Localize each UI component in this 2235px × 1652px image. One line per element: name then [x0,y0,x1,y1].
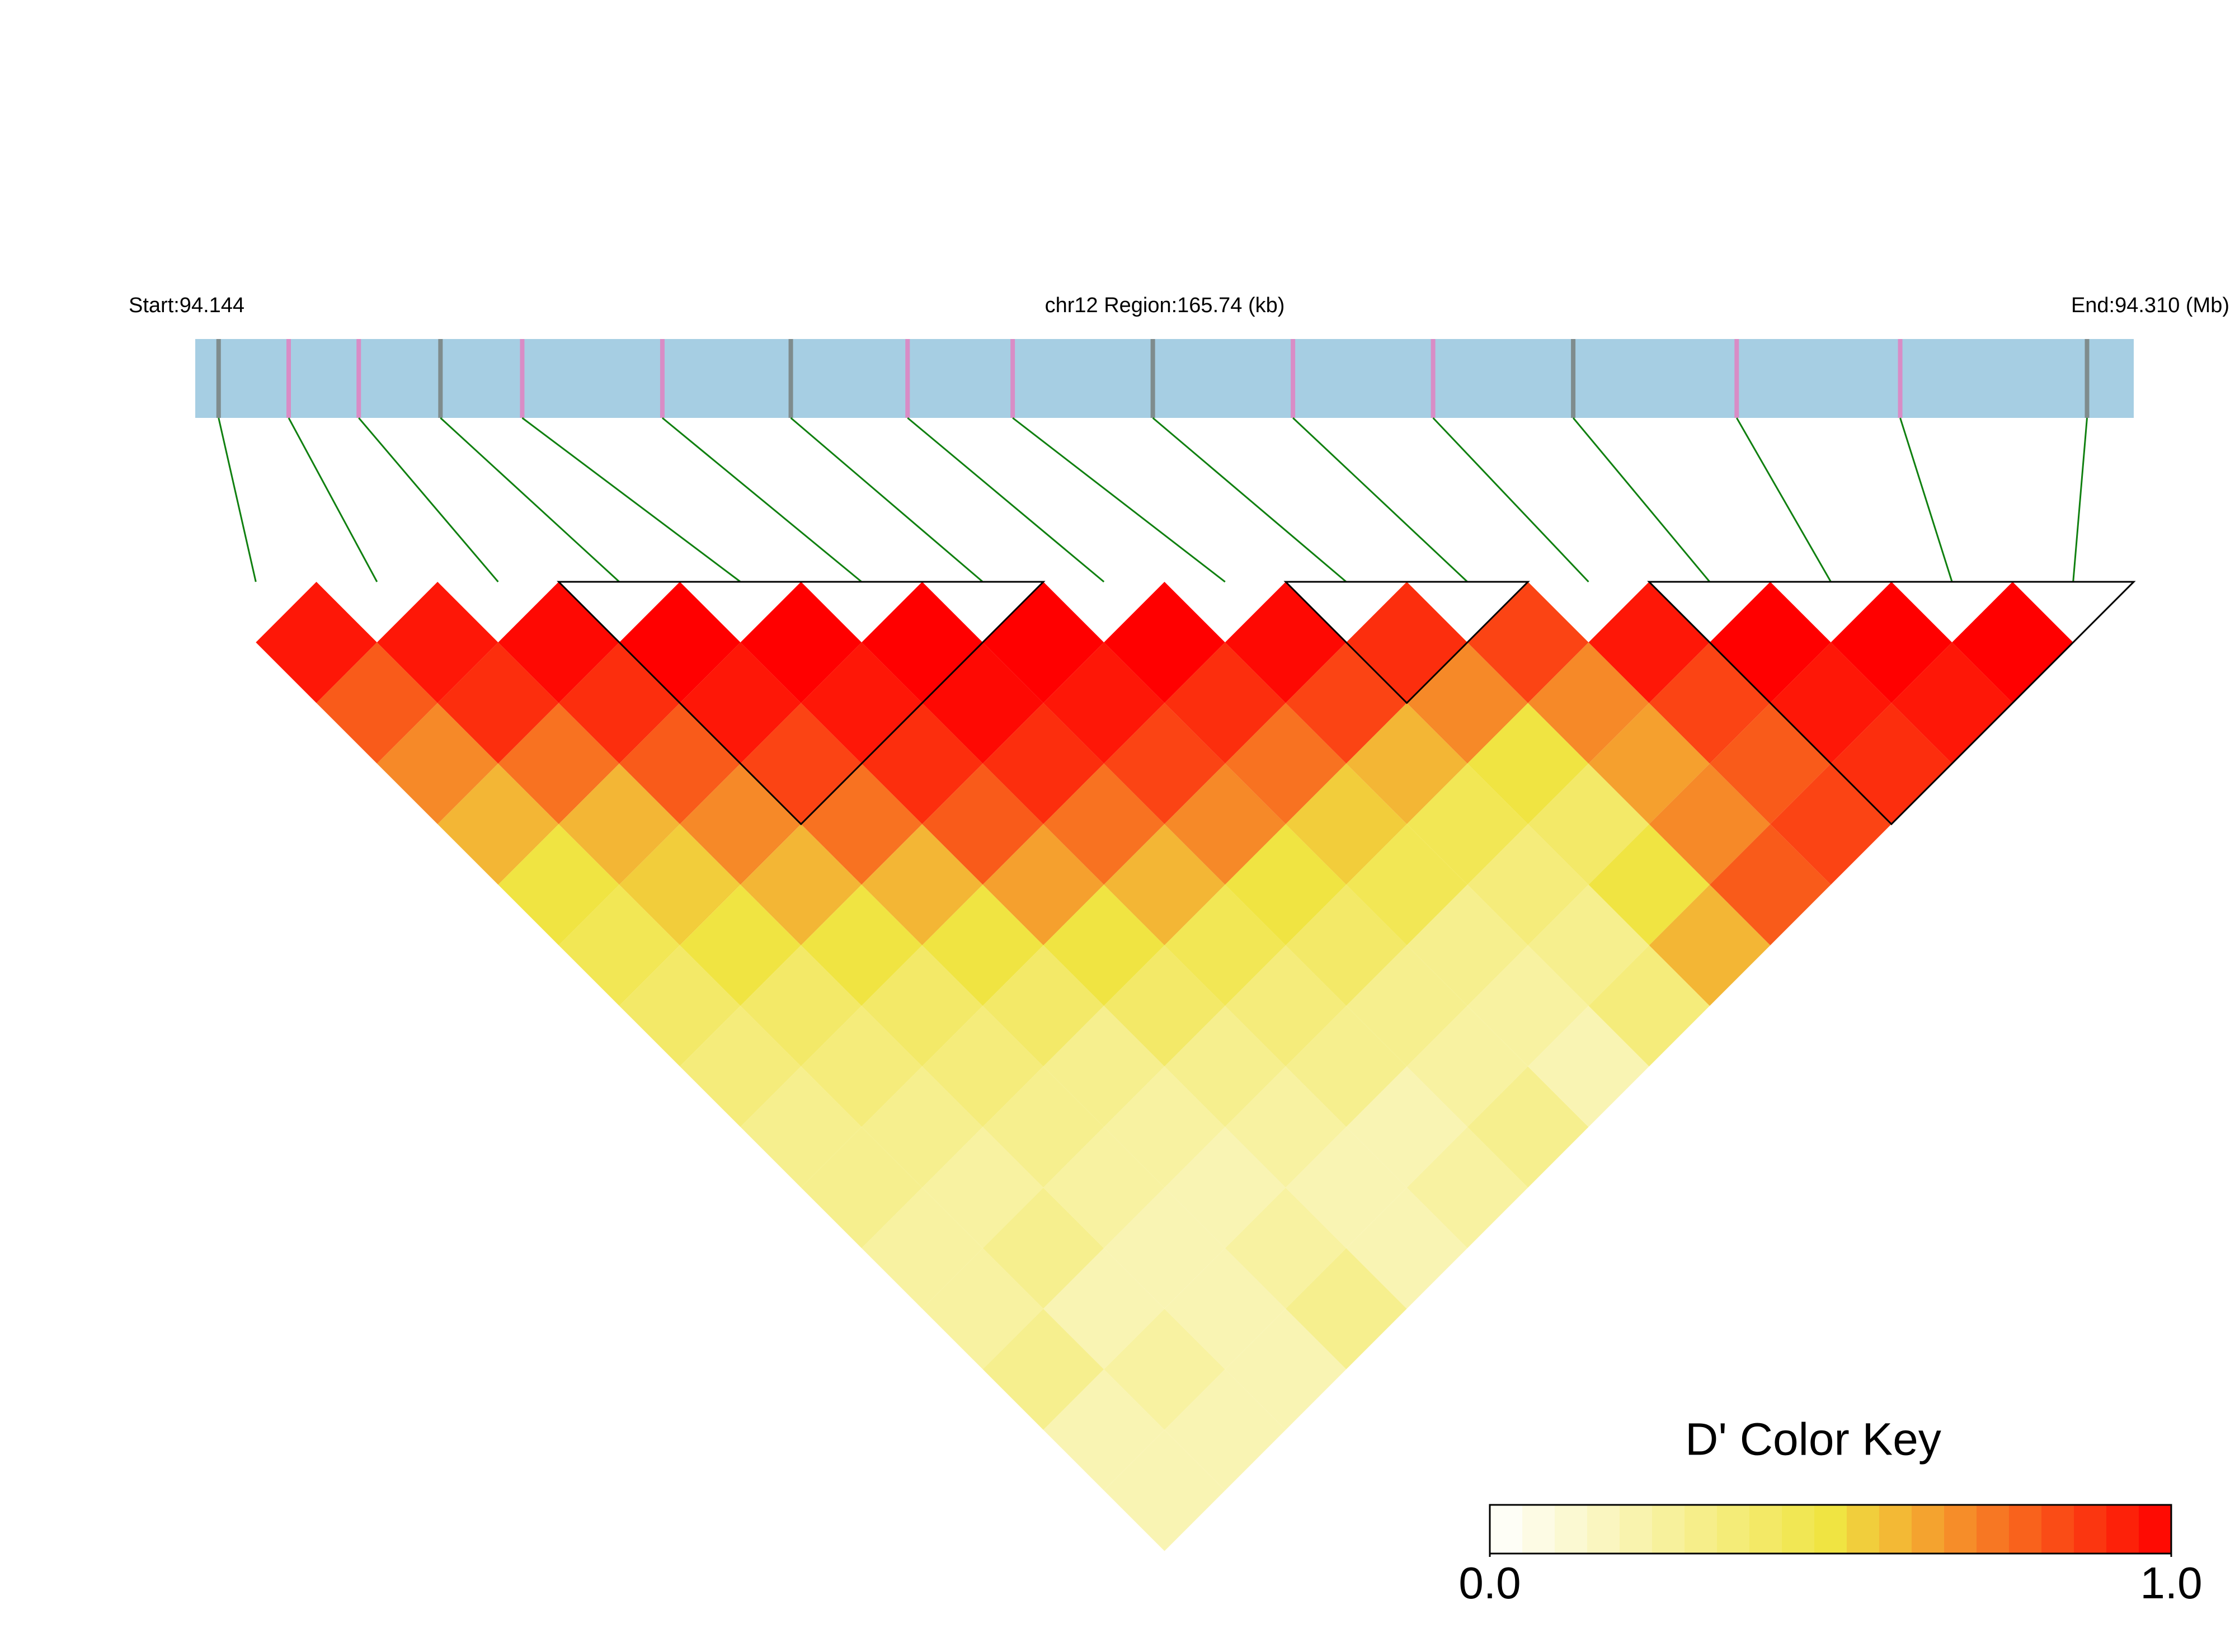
key-swatch [1652,1505,1685,1554]
snp-link [1012,417,1226,583]
snp-link [1899,417,1953,582]
key-frame [1489,1504,2172,1555]
key-swatch [1879,1505,1912,1554]
key-tick-label: 0.0 [1458,1558,1521,1608]
snp-stripe [286,339,291,418]
key-swatch [1587,1505,1620,1554]
snp-stripe [1431,339,1436,418]
key-title: D' Color Key [1685,1414,1941,1465]
snp-stripe [788,339,793,418]
snp-link [440,417,620,583]
snp-stripe [1010,339,1015,418]
snp-link [1736,417,1832,582]
snp-stripe [1150,339,1155,418]
snp-stripe [1734,339,1739,418]
key-swatch [1685,1505,1718,1554]
key-swatch [1749,1505,1782,1554]
key-swatch [2139,1505,2172,1554]
snp-stripe [905,339,910,418]
key-swatch [1620,1505,1653,1554]
key-tick-label: 1.0 [2140,1558,2202,1608]
snp-link [661,417,863,583]
snp-link [790,417,984,583]
snp-bar [195,339,2134,418]
snp-stripe [1571,339,1576,418]
snp-stripe [660,339,665,418]
snp-link [907,417,1105,583]
ld-block [1283,581,1530,704]
key-swatch [1490,1505,1523,1554]
key-swatch [1717,1505,1750,1554]
end-label: End:94.310 (Mb) [2071,294,2229,317]
key-swatch [1944,1505,1977,1554]
snp-link [1432,417,1589,583]
key-swatch [2041,1505,2074,1554]
snp-stripe [356,339,361,418]
key-swatch [1847,1505,1880,1554]
start-label: Start:94.144 [129,294,244,317]
snp-link [218,417,257,582]
key-swatch [1782,1505,1815,1554]
snp-stripe [438,339,443,418]
key-swatch [2009,1505,2042,1554]
ld-block [1647,581,2136,826]
snp-stripe [1291,339,1296,418]
key-swatch [1814,1505,1847,1554]
key-swatch [1977,1505,2010,1554]
key-swatch [1912,1505,1945,1554]
key-swatch [1555,1505,1588,1554]
snp-link [358,417,499,582]
snp-stripe [2085,339,2090,418]
snp-link [521,417,741,583]
key-swatch [2074,1505,2107,1554]
snp-link [1152,417,1347,583]
snp-link [1292,417,1468,583]
snp-link [288,417,378,582]
snp-link [2072,417,2088,582]
snp-stripe [1898,339,1903,418]
key-swatch [1522,1505,1555,1554]
key-swatch [2106,1505,2139,1554]
ld-block [557,581,1046,826]
snp-stripe [520,339,525,418]
snp-stripe [216,339,221,418]
chart-title: chr12 Region:165.74 (kb) [1045,294,1285,317]
snp-link [1572,417,1711,582]
